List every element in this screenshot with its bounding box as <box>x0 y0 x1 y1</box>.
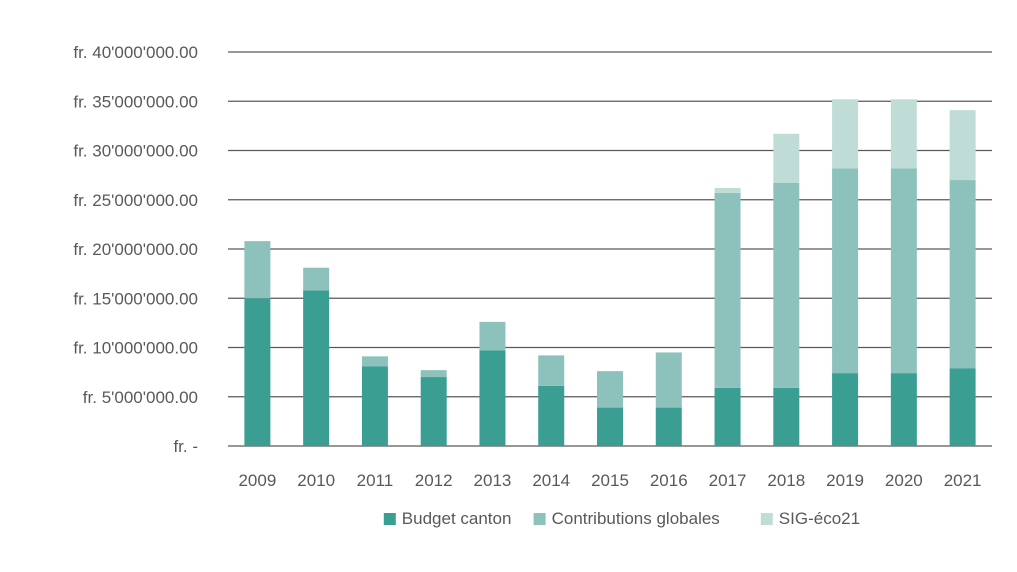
y-tick-label: fr. 5'000'000.00 <box>83 388 198 407</box>
bar-sig-co21-2019 <box>832 99 859 169</box>
bar-budget-canton-2016 <box>655 407 682 446</box>
bar-budget-canton-2010 <box>303 290 330 446</box>
legend-swatch-sig-co21 <box>760 513 773 525</box>
x-tick-label: 2021 <box>944 471 982 490</box>
x-tick-label: 2009 <box>238 471 276 490</box>
y-tick-label: fr. 30'000'000.00 <box>73 142 198 161</box>
bar-contributions-globales-2009 <box>244 241 271 299</box>
bar-budget-canton-2011 <box>361 366 388 446</box>
x-tick-label: 2016 <box>650 471 688 490</box>
y-tick-label: fr. 20'000'000.00 <box>73 240 198 259</box>
bar-budget-canton-2018 <box>773 387 800 446</box>
bar-contributions-globales-2015 <box>597 371 623 408</box>
x-axis-tick-labels: 2009 2010 2011 2012 2013 2014 2015 2016 2017 2018… <box>238 471 981 490</box>
bar-budget-canton-2020 <box>890 373 917 446</box>
bar-contributions-globales-2013 <box>479 321 506 351</box>
x-tick-label: 2017 <box>709 471 747 490</box>
bar-budget-canton-2013 <box>479 350 506 446</box>
bar-budget-canton-2021 <box>949 368 976 446</box>
bar-sig-co21-2017 <box>714 187 741 193</box>
bars <box>244 99 976 446</box>
x-tick-label: 2020 <box>885 471 923 490</box>
y-tick-label: fr. 40'000'000.00 <box>73 43 198 62</box>
bar-budget-canton-2015 <box>597 407 623 446</box>
bar-contributions-globales-2012 <box>420 370 447 378</box>
bar-contributions-globales-2020 <box>890 168 917 374</box>
y-tick-label: fr. 15'000'000.00 <box>73 289 198 308</box>
bar-budget-canton-2017 <box>714 387 741 446</box>
bar-budget-canton-2014 <box>538 385 565 446</box>
bar-contributions-globales-2019 <box>832 168 859 374</box>
bar-contributions-globales-2010 <box>303 267 330 291</box>
y-tick-label: fr. 35'000'000.00 <box>73 92 198 111</box>
bar-contributions-globales-2017 <box>714 192 741 388</box>
bar-budget-canton-2019 <box>832 373 859 446</box>
x-tick-label: 2012 <box>415 471 453 490</box>
x-tick-label: 2010 <box>297 471 335 490</box>
legend-label-contributions-globales: Contributions globales <box>552 509 720 528</box>
bar-contributions-globales-2011 <box>361 356 388 367</box>
legend-label-sig-co21: SIG-éco21 <box>779 509 860 528</box>
legend-label-budget-canton: Budget canton <box>402 509 512 528</box>
x-tick-label: 2018 <box>767 471 805 490</box>
bar-budget-canton-2009 <box>244 298 271 446</box>
x-tick-label: 2013 <box>474 471 512 490</box>
bar-sig-co21-2018 <box>773 133 800 184</box>
y-tick-label: fr. 25'000'000.00 <box>73 191 198 210</box>
x-tick-label: 2014 <box>532 471 570 490</box>
legend-swatch-contributions-globales <box>533 513 546 525</box>
bar-contributions-globales-2014 <box>538 355 565 386</box>
legend-swatch-budget-canton <box>383 513 396 525</box>
bar-contributions-globales-2018 <box>773 183 800 388</box>
bar-sig-co21-2020 <box>890 99 917 169</box>
x-tick-label: 2019 <box>826 471 864 490</box>
y-tick-label: fr. - <box>173 437 198 456</box>
gridlines <box>228 51 992 447</box>
legend: Budget canton Contributions globales SIG-é… <box>383 509 860 528</box>
bar-contributions-globales-2016 <box>655 352 682 408</box>
bar-sig-co21-2021 <box>949 110 976 181</box>
x-tick-label: 2011 <box>357 471 394 490</box>
y-tick-label: fr. 10'000'000.00 <box>73 339 198 358</box>
y-axis-tick-labels: fr. - fr. 5'000'000.00 fr. 10'000'000.00 fr… <box>73 43 198 456</box>
bar-budget-canton-2012 <box>420 377 447 446</box>
bar-contributions-globales-2021 <box>949 180 976 369</box>
x-tick-label: 2015 <box>591 471 629 490</box>
